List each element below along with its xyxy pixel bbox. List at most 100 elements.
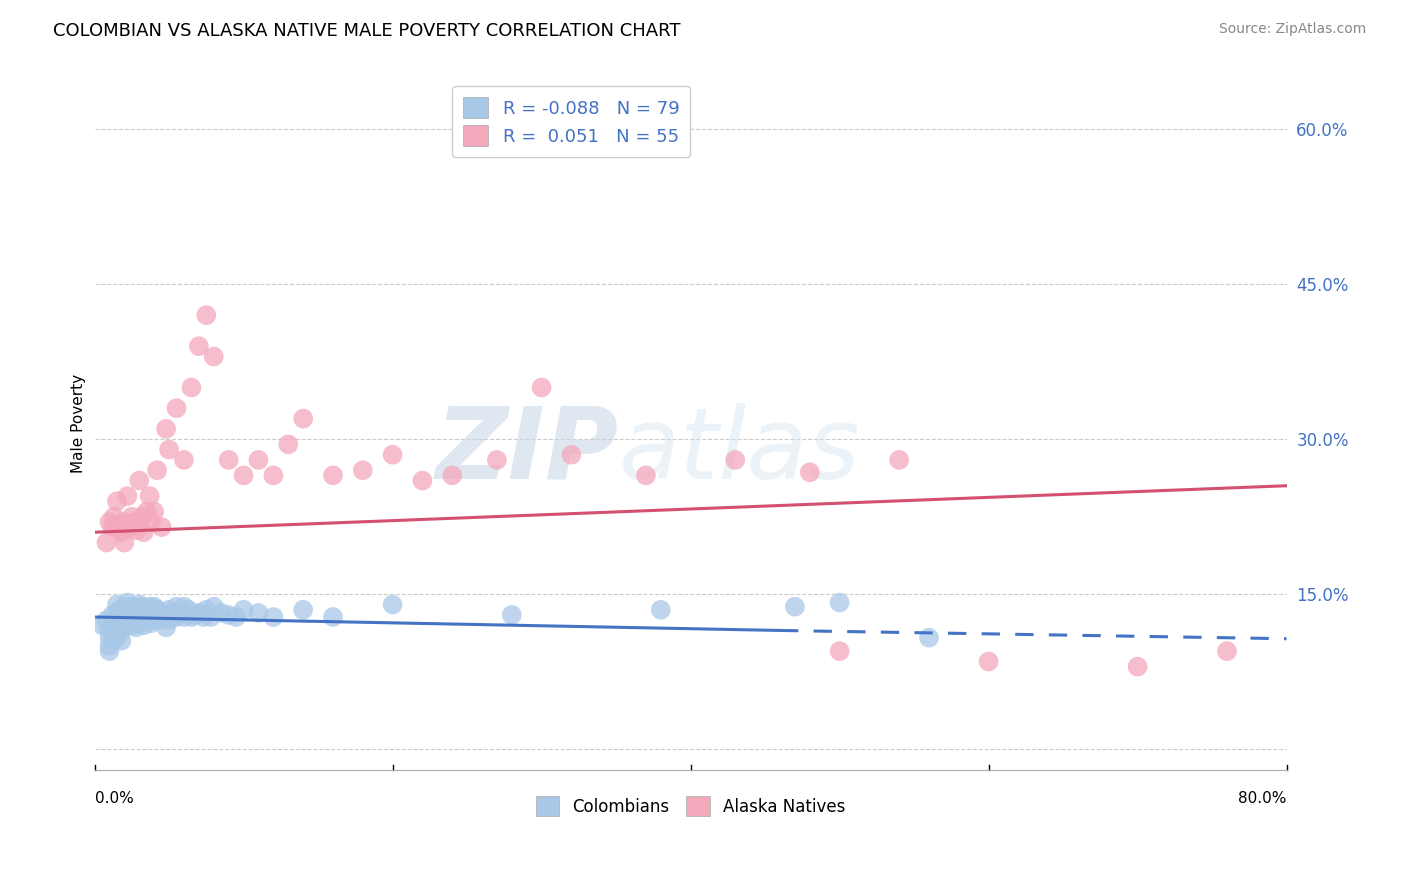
Point [193, 610, 215, 624]
Point [96, 613, 118, 627]
Point [98, 624, 121, 638]
Point [117, 595, 139, 609]
Point [918, 631, 941, 645]
Point [141, 616, 163, 631]
Point [110, 525, 132, 540]
Point [112, 610, 135, 624]
Point [121, 520, 143, 534]
Point [232, 468, 254, 483]
Point [141, 606, 163, 620]
Point [124, 603, 146, 617]
Point [187, 606, 209, 620]
Point [157, 442, 180, 457]
Point [180, 610, 202, 624]
Point [105, 631, 128, 645]
Point [143, 610, 166, 624]
Point [1126, 659, 1149, 673]
Point [209, 606, 232, 620]
Point [180, 380, 202, 394]
Point [105, 613, 128, 627]
Point [322, 610, 344, 624]
Point [138, 599, 160, 614]
Point [128, 606, 150, 620]
Point [177, 603, 200, 617]
Point [799, 465, 821, 479]
Point [411, 474, 433, 488]
Point [225, 610, 247, 624]
Point [485, 453, 508, 467]
Point [157, 613, 180, 627]
Text: ZIP: ZIP [436, 403, 619, 500]
Point [103, 629, 125, 643]
Point [262, 468, 284, 483]
Point [292, 603, 315, 617]
Point [277, 437, 299, 451]
Point [650, 603, 672, 617]
Point [112, 515, 135, 529]
Point [105, 606, 128, 620]
Point [105, 598, 128, 612]
Point [117, 520, 139, 534]
Point [103, 620, 125, 634]
Text: 0.0%: 0.0% [94, 790, 134, 805]
Point [184, 607, 207, 622]
Point [105, 494, 128, 508]
Point [91, 618, 114, 632]
Point [202, 350, 225, 364]
Point [1216, 644, 1239, 658]
Point [143, 505, 166, 519]
Point [560, 448, 582, 462]
Point [121, 607, 143, 622]
Point [98, 644, 121, 658]
Point [232, 603, 254, 617]
Point [112, 535, 135, 549]
Point [187, 339, 209, 353]
Point [121, 509, 143, 524]
Point [112, 620, 135, 634]
Point [96, 535, 118, 549]
Point [153, 610, 176, 624]
Point [110, 610, 132, 624]
Point [218, 607, 240, 622]
Point [146, 603, 169, 617]
Point [157, 603, 180, 617]
Point [173, 599, 195, 614]
Point [352, 463, 374, 477]
Point [292, 411, 315, 425]
Point [98, 639, 121, 653]
Point [117, 489, 139, 503]
Text: 80.0%: 80.0% [1239, 790, 1286, 805]
Point [162, 606, 184, 620]
Point [125, 523, 148, 537]
Point [132, 618, 155, 632]
Text: COLOMBIAN VS ALASKA NATIVE MALE POVERTY CORRELATION CHART: COLOMBIAN VS ALASKA NATIVE MALE POVERTY … [53, 22, 681, 40]
Point [110, 633, 132, 648]
Point [108, 603, 131, 617]
Point [146, 613, 169, 627]
Point [135, 505, 157, 519]
Point [441, 468, 464, 483]
Point [200, 610, 222, 624]
Point [138, 489, 160, 503]
Point [105, 620, 128, 634]
Point [150, 606, 173, 620]
Point [166, 599, 188, 614]
Point [247, 606, 270, 620]
Point [108, 516, 131, 531]
Point [110, 624, 132, 638]
Point [322, 468, 344, 483]
Point [146, 463, 169, 477]
Point [195, 308, 218, 322]
Point [98, 515, 121, 529]
Point [166, 401, 188, 416]
Point [101, 607, 124, 622]
Text: atlas: atlas [619, 403, 860, 500]
Point [117, 616, 139, 631]
Point [202, 599, 225, 614]
Point [530, 380, 553, 394]
Point [155, 422, 177, 436]
Point [381, 448, 404, 462]
Point [132, 525, 155, 540]
Point [501, 607, 523, 622]
Point [141, 515, 163, 529]
